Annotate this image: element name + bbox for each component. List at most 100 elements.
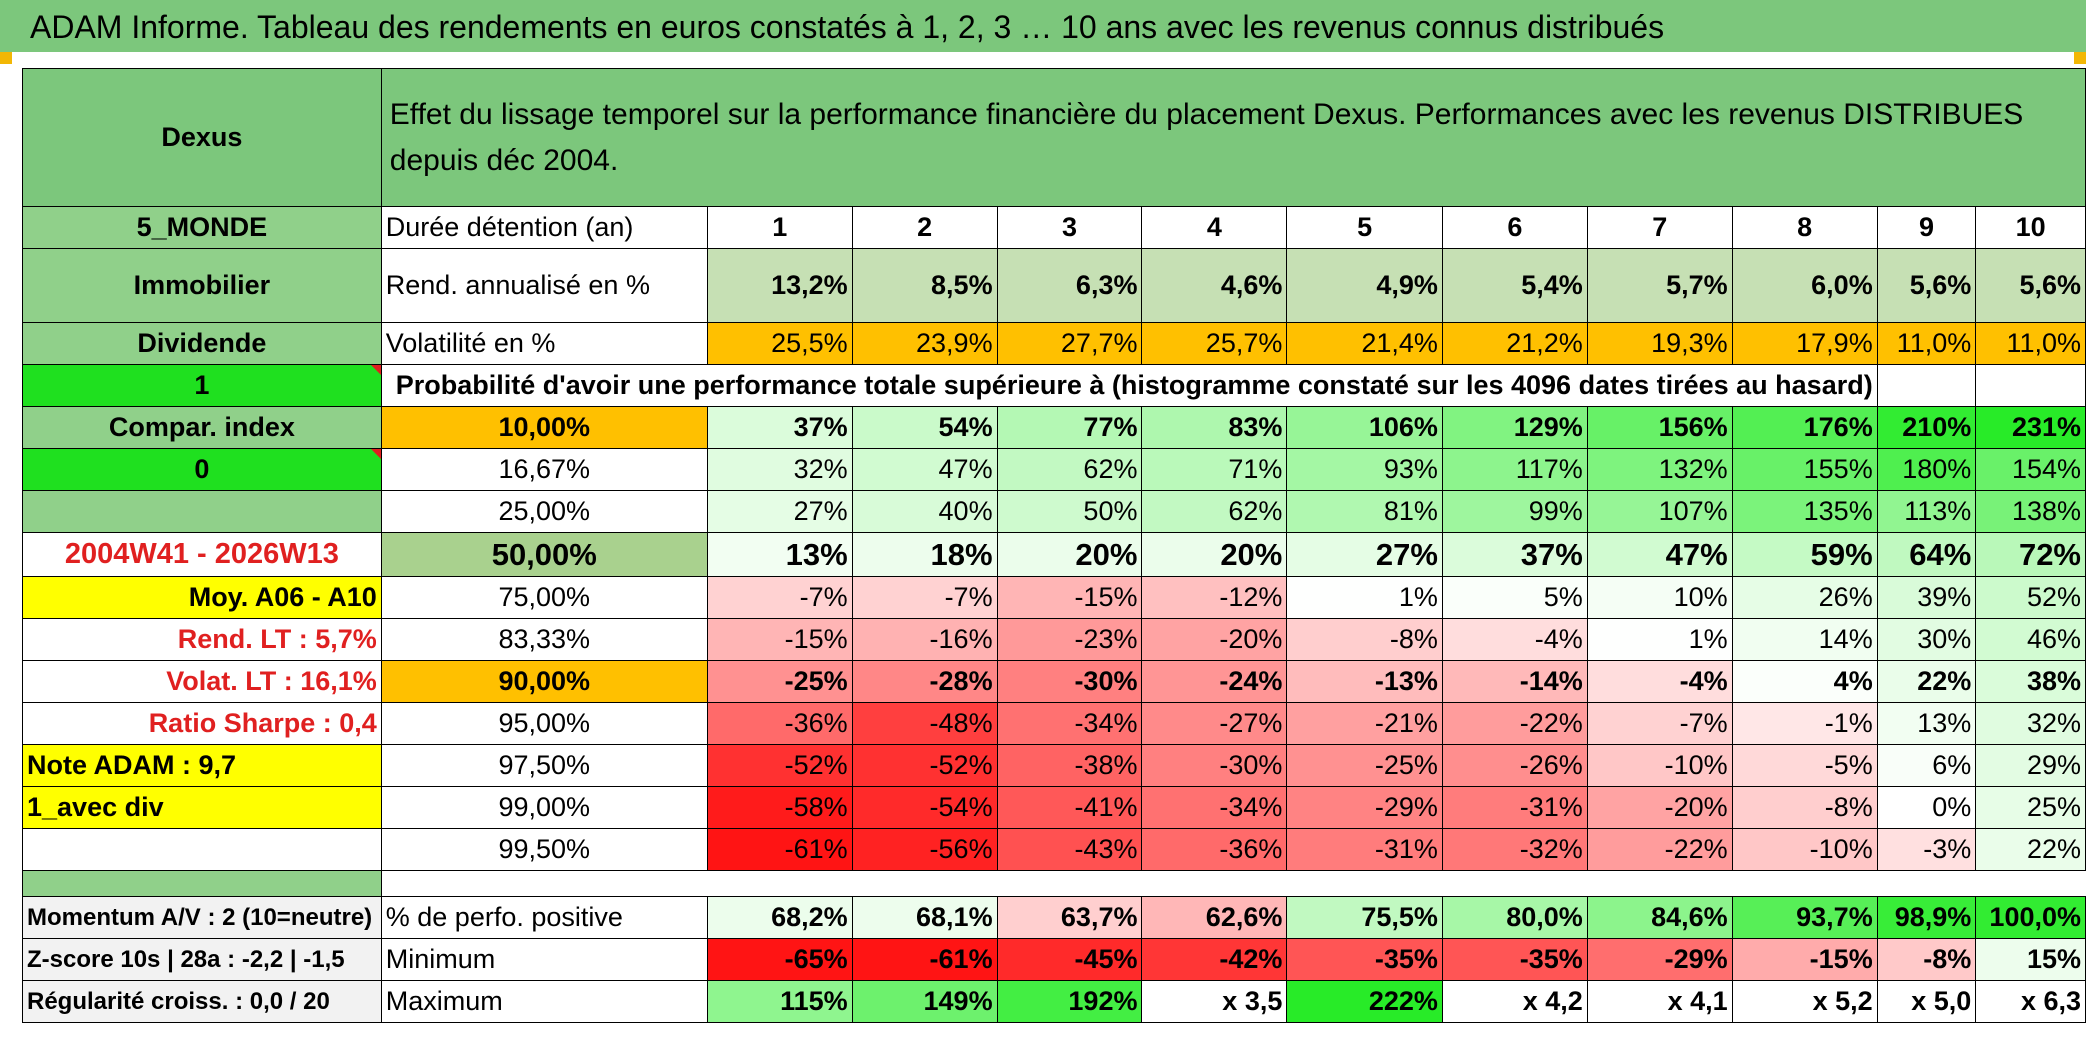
percentile-cell: 1% (1286, 576, 1443, 619)
year-header: 7 (1586, 206, 1733, 249)
positive-cell: 68,1% (851, 896, 998, 939)
maximum-cell: x 4,2 (1441, 980, 1588, 1023)
rend-cell: 8,5% (851, 248, 998, 323)
percentile-cell: -36% (706, 702, 853, 745)
minimum-cell: 15% (1975, 938, 2086, 981)
percentile-cell: -23% (996, 618, 1143, 661)
year-header: 8 (1731, 206, 1878, 249)
percentile-cell: 210% (1876, 406, 1977, 449)
percentile-cell: -56% (851, 828, 998, 871)
vol-cell: 21,4% (1286, 322, 1443, 365)
spacer-cell (381, 870, 2086, 897)
percentile-cell: 47% (1586, 532, 1733, 577)
percentile-cell: 18% (851, 532, 998, 577)
percentile-cell: 180% (1876, 448, 1977, 491)
percentile-cell: 231% (1975, 406, 2086, 449)
percentile-cell: -5% (1731, 744, 1878, 787)
percentile-cell: -22% (1586, 828, 1733, 871)
selector-zero-cell[interactable]: 0 (22, 448, 382, 491)
percentile-cell: -34% (1141, 786, 1288, 829)
percentile-cell: 27% (1286, 532, 1443, 577)
sharpe-label: Ratio Sharpe : 0,4 (22, 702, 382, 745)
rend-cell: 5,7% (1586, 248, 1733, 323)
percentile-cell: -61% (706, 828, 853, 871)
percentile-cell: -38% (996, 744, 1143, 787)
percentile-cell: 22% (1975, 828, 2086, 871)
percentile-cell: 39% (1876, 576, 1977, 619)
percentile-cell: 10% (1586, 576, 1733, 619)
year-header: 2 (851, 206, 998, 249)
corner-marker (2074, 52, 2086, 64)
year-header: 10 (1975, 206, 2086, 249)
percentile-cell: -52% (706, 744, 853, 787)
empty-left-cell (22, 828, 382, 871)
percentile-cell: 99% (1441, 490, 1588, 533)
performance-table: Dexus Effet du lissage temporel sur la p… (22, 68, 2086, 1023)
percentile-cell: -3% (1876, 828, 1977, 871)
percentile-cell: 113% (1876, 490, 1977, 533)
percentile-label: 99,50% (380, 828, 708, 871)
selector-one-cell[interactable]: 1 (22, 364, 382, 407)
percentile-cell: 26% (1731, 576, 1878, 619)
year-header: 6 (1441, 206, 1588, 249)
empty-left-cell (22, 490, 382, 533)
rend-cell: 4,6% (1141, 248, 1288, 323)
percentile-cell: -10% (1586, 744, 1733, 787)
percentile-cell: 81% (1286, 490, 1443, 533)
vol-cell: 23,9% (851, 322, 998, 365)
header-description: Effet du lissage temporel sur la perform… (380, 68, 2086, 207)
percentile-cell: 83% (1141, 406, 1288, 449)
corner-marker (0, 52, 12, 64)
positive-cell: 63,7% (996, 896, 1143, 939)
percentile-cell: -4% (1441, 618, 1588, 661)
percentile-cell: 20% (996, 532, 1143, 577)
summary-left-label: Régularité croiss. : 0,0 / 20 (22, 980, 382, 1023)
rend-lt-label: Rend. LT : 5,7% (22, 618, 382, 661)
percentile-cell: 154% (1975, 448, 2086, 491)
asset-type: Dividende (22, 322, 382, 365)
percentile-cell: -7% (706, 576, 853, 619)
vol-label: Volatilité en % (380, 322, 708, 365)
positive-cell: 80,0% (1441, 896, 1588, 939)
asset-name: Dexus (22, 68, 382, 207)
summary-row-label: Maximum (380, 980, 708, 1023)
percentile-cell: -27% (1141, 702, 1288, 745)
percentile-label: 90,00% (380, 660, 708, 703)
percentile-cell: 77% (996, 406, 1143, 449)
percentile-cell: 13% (1876, 702, 1977, 745)
vol-cell: 19,3% (1586, 322, 1733, 365)
positive-cell: 62,6% (1141, 896, 1288, 939)
positive-cell: 93,7% (1731, 896, 1878, 939)
percentile-cell: 40% (851, 490, 998, 533)
year-header: 4 (1141, 206, 1288, 249)
percentile-cell: 106% (1286, 406, 1443, 449)
maximum-cell: x 4,1 (1586, 980, 1733, 1023)
percentile-cell: -20% (1141, 618, 1288, 661)
percentile-cell: 47% (851, 448, 998, 491)
percentile-cell: 117% (1441, 448, 1588, 491)
percentile-cell: -30% (1141, 744, 1288, 787)
percentile-cell: -52% (851, 744, 998, 787)
percentile-cell: 72% (1975, 532, 2086, 577)
percentile-cell: 138% (1975, 490, 2086, 533)
volat-lt-label: Volat. LT : 16,1% (22, 660, 382, 703)
duration-label: Durée détention (an) (380, 206, 708, 249)
minimum-cell: -42% (1141, 938, 1288, 981)
asset-category: Immobilier (22, 248, 382, 323)
percentile-cell: -26% (1441, 744, 1588, 787)
maximum-cell: 192% (996, 980, 1143, 1023)
positive-cell: 75,5% (1286, 896, 1443, 939)
year-header: 3 (996, 206, 1143, 249)
percentile-cell: -41% (996, 786, 1143, 829)
percentile-cell: -20% (1586, 786, 1733, 829)
vol-cell: 21,2% (1441, 322, 1588, 365)
percentile-cell: -24% (1141, 660, 1288, 703)
percentile-cell: -31% (1286, 828, 1443, 871)
rend-cell: 6,0% (1731, 248, 1878, 323)
rend-cell: 4,9% (1286, 248, 1443, 323)
percentile-cell: -7% (851, 576, 998, 619)
summary-left-label: Z-score 10s | 28a : -2,2 | -1,5 (22, 938, 382, 981)
summary-row-label: % de perfo. positive (380, 896, 708, 939)
percentile-cell: -43% (996, 828, 1143, 871)
percentile-cell: 52% (1975, 576, 2086, 619)
